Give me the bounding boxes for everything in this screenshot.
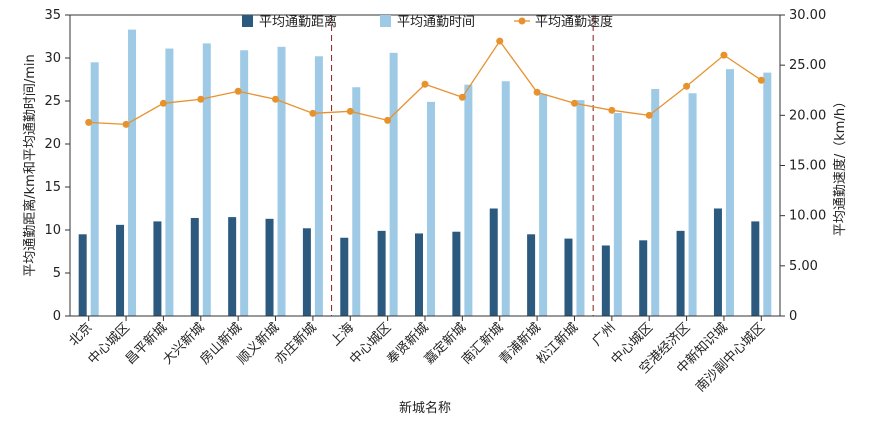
x-axis-title: 新城名称 [399,400,451,416]
bar-commute-distance [751,221,760,316]
bar-commute-distance [302,228,311,316]
bar-commute-time [725,69,734,317]
bar-commute-distance [153,221,162,316]
point-commute-speed [458,93,466,101]
y-right-tick-label: 25.00 [789,58,826,73]
y-right-tick-label: 5.00 [789,259,818,274]
point-commute-speed [159,99,167,107]
legend-swatch-distance [242,15,253,27]
bar-commute-time [90,62,99,316]
point-commute-speed [421,80,429,88]
bar-commute-time [613,113,622,316]
bar-commute-distance [415,233,423,316]
bar-commute-distance [676,230,685,316]
bar-commute-time [352,87,361,317]
bar-commute-distance [639,240,648,316]
bar-commute-time [389,52,398,317]
y-left-tick-label: 30 [44,51,61,66]
y-left-tick-label: 25 [44,94,61,109]
y-left-tick-label: 15 [44,180,61,195]
bar-commute-distance [78,234,87,316]
legend-marker-speed [518,17,526,25]
bar-commute-time [314,56,323,316]
point-commute-speed [645,111,653,119]
bar-commute-time [576,100,585,316]
y-right-tick-label: 10.00 [789,209,826,224]
legend-label-distance: 平均通勤距离 [259,14,337,30]
y-left-tick-label: 20 [44,137,61,152]
category-label: 亦庄新城 [272,320,320,368]
bar-commute-time [202,43,211,316]
bar-commute-time [651,88,660,317]
legend-label-speed: 平均通勤速度 [535,14,613,30]
category-label: 北京 [67,320,96,349]
bar-commute-distance [265,218,274,316]
point-commute-speed [683,82,691,90]
bar-commute-time [763,72,772,317]
bar-commute-distance [116,224,125,316]
point-commute-speed [346,107,354,115]
point-commute-speed [384,116,392,124]
y-left-tick-label: 5 [53,266,61,281]
point-commute-speed [309,109,317,117]
bar-commute-time [688,93,697,316]
y-right-tick-label: 0 [789,309,797,324]
point-commute-speed [272,95,280,103]
point-commute-speed [234,87,242,95]
y-left-tick-label: 0 [53,309,61,324]
bar-commute-distance [489,208,498,316]
point-commute-speed [608,106,616,114]
point-commute-speed [122,120,130,128]
point-commute-speed [570,99,578,107]
category-label: 广州 [590,320,619,349]
point-commute-speed [496,37,504,45]
point-commute-speed [85,118,93,126]
y-right-tick-label: 20.00 [789,108,826,123]
bar-commute-distance [601,245,610,316]
y-left-tick-label: 10 [44,223,61,238]
bar-commute-distance [564,238,573,316]
point-commute-speed [197,95,205,103]
bar-commute-distance [340,237,349,316]
bar-commute-distance [190,217,199,316]
bar-commute-distance [527,234,536,316]
category-label: 松江新城 [533,320,581,368]
bar-commute-time [539,94,548,317]
bar-commute-time [501,81,510,316]
bar-commute-time [277,46,286,316]
bar-commute-time [128,29,137,317]
y-left-tick-label: 35 [44,8,61,23]
bar-commute-time [427,101,435,316]
bar-commute-distance [452,231,461,316]
legend-label-time: 平均通勤时间 [397,15,475,30]
y-right-tick-label: 30.00 [789,8,826,23]
bar-commute-time [240,50,249,316]
point-commute-speed [720,51,728,59]
y-axis-right-title: 平均通勤速度/（km/h） [832,95,848,236]
point-commute-speed [757,76,765,84]
plot-frame [69,14,781,317]
legend-swatch-time [380,15,391,27]
bar-commute-time [165,48,174,316]
category-label: 上海 [328,320,357,349]
y-right-tick-label: 15.00 [789,159,826,174]
bar-commute-distance [377,230,386,316]
y-axis-left-title: 平均通勤距离/km和平均通勤时间/min [22,54,38,276]
bar-commute-time [464,84,473,316]
bar-commute-distance [713,208,722,316]
bar-commute-distance [228,217,237,316]
point-commute-speed [533,88,541,96]
